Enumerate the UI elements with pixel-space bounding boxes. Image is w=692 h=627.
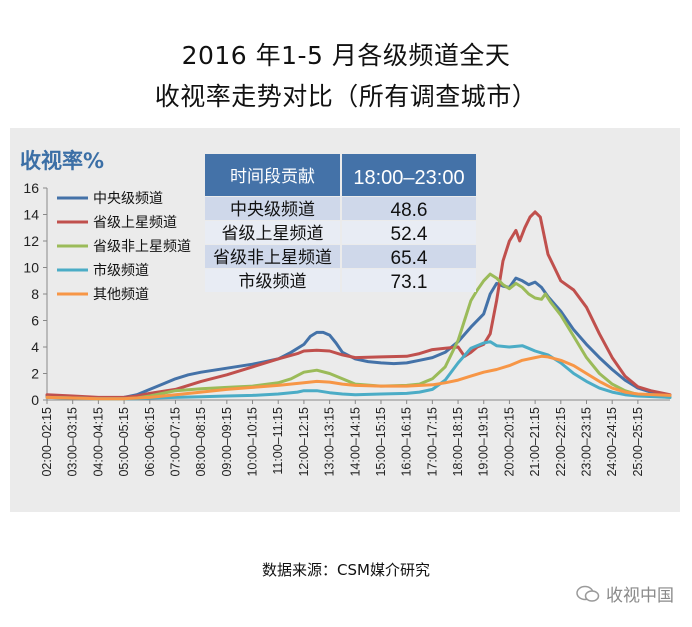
table-row-label: 市级频道 bbox=[239, 272, 307, 292]
y-tick-label: 0 bbox=[31, 392, 39, 408]
x-tick-label: 25:00–25:15 bbox=[631, 407, 645, 477]
table-cell bbox=[205, 221, 340, 244]
table-cell bbox=[342, 245, 476, 268]
chart-title-line1: 2016 年1-5 月各级频道全天 bbox=[181, 41, 511, 70]
y-tick-label: 12 bbox=[23, 233, 39, 249]
table-cell bbox=[342, 197, 476, 220]
series-line-4 bbox=[45, 340, 672, 401]
x-tick-label: 19:00–19:15 bbox=[477, 407, 491, 477]
chart-title-line2: 收视率走势对比（所有调查城市） bbox=[154, 82, 538, 111]
table-header-label: 时间段贡献 bbox=[230, 167, 315, 187]
table-row-value: 65.4 bbox=[391, 248, 428, 269]
x-tick-label: 22:00–22:15 bbox=[554, 407, 568, 477]
legend-label: 市级频道 bbox=[93, 262, 149, 279]
x-tick-label: 04:00–04:15 bbox=[91, 407, 105, 477]
x-tick-label: 17:00–17:15 bbox=[425, 407, 439, 477]
x-tick-label: 10:00–10:15 bbox=[246, 407, 260, 477]
table-cell bbox=[205, 197, 340, 220]
table-cell bbox=[342, 221, 476, 244]
x-tick-label: 03:00–03:15 bbox=[66, 407, 80, 477]
x-tick-label: 14:00–14:15 bbox=[348, 407, 362, 477]
table-row-label: 省级上星频道 bbox=[222, 224, 324, 244]
x-tick-label: 05:00–05:15 bbox=[117, 407, 131, 477]
x-tick-label: 21:00–21:15 bbox=[528, 407, 542, 477]
x-tick-label: 08:00–08:15 bbox=[194, 407, 208, 477]
table-cell bbox=[205, 245, 340, 268]
table-header-cell bbox=[205, 154, 340, 196]
x-tick-label: 09:00–09:15 bbox=[220, 407, 234, 477]
y-tick-label: 4 bbox=[31, 339, 39, 355]
watermark-text: 收视中国 bbox=[606, 586, 674, 606]
table-row-value: 48.6 bbox=[391, 200, 428, 221]
legend-label: 中央级频道 bbox=[93, 191, 163, 207]
x-tick-label: 13:00–13:15 bbox=[323, 407, 337, 477]
series-line-3 bbox=[45, 272, 672, 401]
table-header-label: 18:00–23:00 bbox=[353, 167, 464, 189]
y-tick-label: 8 bbox=[31, 286, 39, 302]
y-tick-label: 10 bbox=[23, 260, 39, 276]
series-line-1 bbox=[45, 276, 672, 400]
x-tick-label: 06:00–06:15 bbox=[143, 407, 157, 477]
y-axis-label: 收视率% bbox=[20, 149, 105, 173]
y-tick-label: 6 bbox=[31, 313, 39, 329]
x-tick-label: 15:00–15:15 bbox=[374, 407, 388, 477]
table-row-label: 省级非上星频道 bbox=[213, 248, 332, 268]
series-line-2 bbox=[45, 210, 672, 399]
table-header-cell bbox=[342, 154, 476, 196]
x-tick-label: 24:00–24:15 bbox=[605, 407, 619, 477]
x-tick-label: 11:00–11:15 bbox=[271, 407, 285, 475]
x-tick-label: 02:00–02:15 bbox=[40, 407, 54, 477]
x-tick-label: 07:00–07:15 bbox=[168, 407, 182, 477]
y-tick-label: 2 bbox=[31, 366, 39, 382]
table-row-label: 中央级频道 bbox=[230, 200, 315, 220]
legend-label: 其他频道 bbox=[93, 287, 149, 303]
x-tick-label: 20:00–20:15 bbox=[502, 407, 516, 477]
series-line-5 bbox=[45, 354, 672, 401]
x-tick-label: 18:00–18:15 bbox=[451, 407, 465, 477]
table-cell bbox=[342, 269, 476, 292]
table-cell bbox=[205, 269, 340, 292]
legend-label: 省级上星频道 bbox=[93, 215, 177, 231]
x-tick-label: 23:00–23:15 bbox=[580, 407, 594, 477]
watermark: 收视中国 bbox=[576, 581, 674, 606]
y-tick-label: 14 bbox=[23, 207, 39, 223]
legend-label: 省级非上星频道 bbox=[93, 239, 191, 255]
x-tick-label: 16:00–16:15 bbox=[400, 407, 414, 477]
wechat-icon bbox=[576, 585, 600, 602]
table-row-value: 73.1 bbox=[391, 272, 428, 293]
x-tick-label: 12:00–12:15 bbox=[297, 407, 311, 477]
data-source: 数据来源：CSM媒介研究 bbox=[262, 561, 430, 579]
y-tick-label: 16 bbox=[23, 180, 39, 196]
table-row-value: 52.4 bbox=[391, 224, 428, 245]
